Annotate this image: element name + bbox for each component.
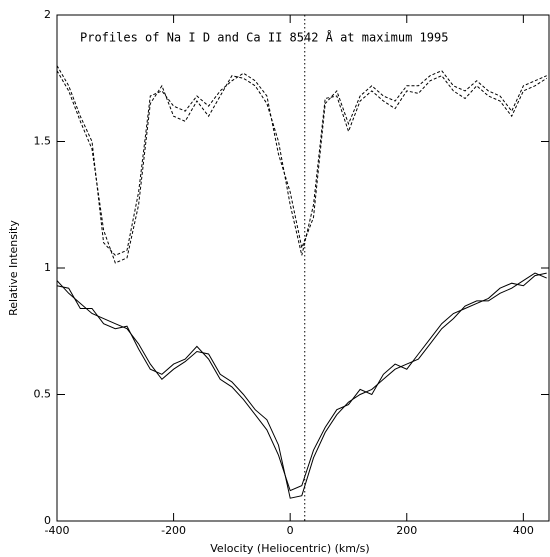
series-line <box>56 65 547 256</box>
chart-title: Profiles of Na I D and Ca II 8542 Å at m… <box>80 30 448 45</box>
x-axis-label: Velocity (Heliocentric) (km/s) <box>210 542 369 555</box>
y-tick-label: 2 <box>44 8 51 21</box>
y-axis-label: Relative Intensity <box>7 220 20 316</box>
x-tick-label: 200 <box>396 524 417 537</box>
x-tick-label: 0 <box>287 524 294 537</box>
series-line <box>56 272 547 492</box>
y-tick-label: 1 <box>44 261 51 274</box>
series-line <box>56 272 547 499</box>
y-tick-label: 0.5 <box>34 388 52 401</box>
series-line <box>56 70 547 264</box>
x-tick-label: -200 <box>161 524 186 537</box>
x-tick-label: -400 <box>45 524 70 537</box>
plot-frame <box>56 14 550 522</box>
x-tick-label: 400 <box>513 524 534 537</box>
y-tick-label: 1.5 <box>34 135 52 148</box>
y-tick-label: 0 <box>44 514 51 527</box>
